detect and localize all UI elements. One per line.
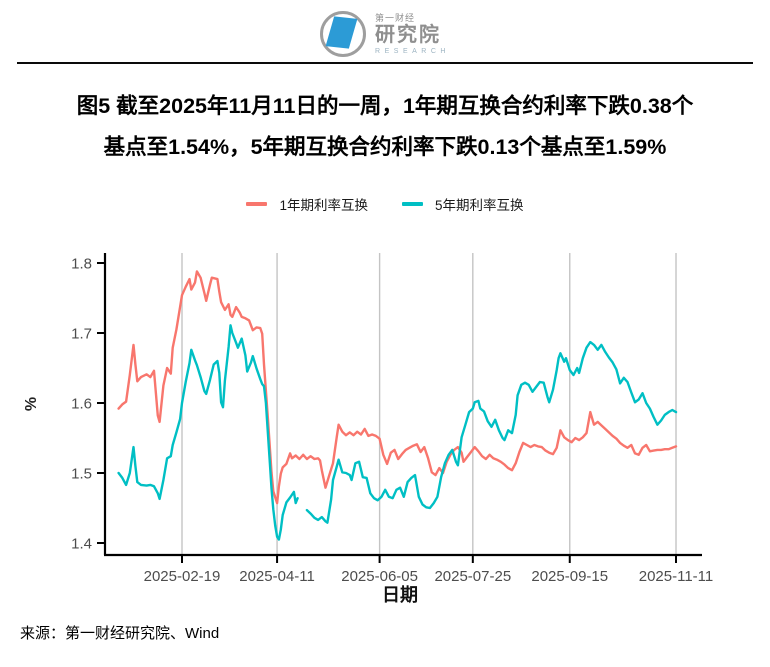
legend-item-5y: 5年期利率互换 bbox=[402, 194, 524, 214]
source-note: 来源：第一财经研究院、Wind bbox=[20, 625, 220, 642]
yicai-logo-icon bbox=[320, 11, 367, 57]
x-tick-label: 2025-02-19 bbox=[144, 568, 221, 585]
series-layer bbox=[117, 270, 678, 541]
y-tick-label: 1.8 bbox=[71, 256, 92, 273]
legend-swatch-5y-icon bbox=[402, 202, 423, 206]
legend-swatch-1y-icon bbox=[246, 202, 268, 206]
header: 第一财经 研究院 RESEARCH bbox=[0, 6, 770, 62]
x-axis-title: 日期 bbox=[382, 585, 418, 605]
logo-brand-latin: RESEARCH bbox=[375, 47, 450, 55]
y-tick-label: 1.5 bbox=[71, 466, 92, 483]
x-tick-label: 2025-04-11 bbox=[239, 568, 315, 585]
legend-label-1y: 1年期利率互换 bbox=[279, 198, 368, 213]
legend-item-1y: 1年期利率互换 bbox=[246, 194, 368, 214]
x-tick-label: 2025-06-05 bbox=[341, 568, 418, 585]
series-line-1y bbox=[117, 270, 678, 505]
figure-title-line2: 基点至1.54%，5年期互换合约利率下跌0.13个基点至1.59% bbox=[103, 135, 667, 159]
y-axis-title: % bbox=[23, 397, 40, 411]
y-tick-label: 1.4 bbox=[71, 536, 92, 553]
logo-ring-icon bbox=[320, 11, 367, 57]
x-tick-label: 2025-11-11 bbox=[639, 568, 714, 585]
axis-layer: 2025-02-19 2025-04-11 2025-06-05 2025-07-25… bbox=[71, 253, 713, 585]
x-tick-label: 2025-09-15 bbox=[531, 568, 608, 585]
legend-label-5y: 5年期利率互换 bbox=[435, 198, 524, 213]
series-line-5y bbox=[117, 324, 299, 541]
gridline-layer bbox=[181, 253, 677, 555]
x-tick-label: 2025-07-25 bbox=[434, 568, 511, 585]
chart-legend: 1年期利率互换 5年期利率互换 bbox=[0, 195, 770, 213]
figure-title-line1: 图5 截至2025年11月11日的一周，1年期互换合约利率下跌0.38个 bbox=[76, 94, 694, 118]
logo-brand-main: 研究院 bbox=[375, 23, 442, 46]
logo-brand-small: 第一财经 bbox=[375, 12, 416, 23]
series-line-5y bbox=[305, 340, 678, 524]
y-tick-label: 1.6 bbox=[71, 396, 92, 413]
y-tick-label: 1.7 bbox=[71, 326, 92, 343]
logo-text-block: 第一财经 研究院 RESEARCH bbox=[375, 12, 450, 55]
header-divider bbox=[17, 62, 753, 65]
figure-title: 图5 截至2025年11月11日的一周，1年期互换合约利率下跌0.38个 基点至… bbox=[0, 86, 770, 168]
